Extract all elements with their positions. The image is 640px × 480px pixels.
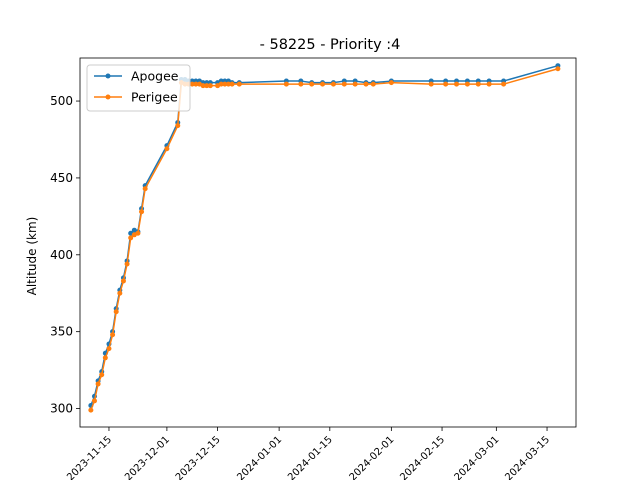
perigee-point: [222, 81, 228, 87]
perigee-point: [486, 81, 492, 87]
y-axis-label: Altitude (km): [25, 217, 39, 296]
perigee-point: [428, 81, 434, 87]
perigee-point: [95, 381, 101, 387]
perigee-point: [200, 83, 206, 89]
y-tick-label: 300: [50, 402, 73, 416]
perigee-point: [341, 81, 347, 87]
perigee-point: [124, 261, 130, 267]
perigee-point: [128, 235, 134, 241]
legend: Apogee Perigee: [86, 64, 191, 112]
perigee-point: [370, 81, 376, 87]
perigee-point: [88, 407, 94, 413]
perigee-point: [120, 278, 126, 284]
perigee-point: [225, 81, 231, 87]
perigee-point: [113, 309, 119, 315]
legend-perigee-label: Perigee: [131, 90, 178, 105]
perigee-point: [475, 81, 481, 87]
perigee-point: [283, 81, 289, 87]
perigee-point: [207, 83, 213, 89]
perigee-point: [189, 81, 195, 87]
perigee-point: [91, 398, 97, 404]
perigee-point: [193, 81, 199, 87]
legend-apogee-marker: [105, 73, 111, 79]
perigee-point: [99, 372, 105, 378]
perigee-point: [175, 123, 181, 129]
perigee-point: [501, 81, 507, 87]
legend-perigee-marker: [105, 94, 111, 100]
perigee-point: [464, 81, 470, 87]
perigee-point: [236, 81, 242, 87]
perigee-point: [454, 81, 460, 87]
perigee-point: [204, 83, 210, 89]
perigee-point: [218, 81, 224, 87]
chart-title: - 58225 - Priority :4: [260, 37, 401, 53]
perigee-point: [443, 81, 449, 87]
perigee-point: [330, 81, 336, 87]
perigee-point: [106, 346, 112, 352]
perigee-point: [229, 81, 235, 87]
perigee-point: [363, 81, 369, 87]
perigee-point: [309, 81, 315, 87]
legend-apogee-label: Apogee: [131, 69, 179, 84]
y-tick-label: 350: [50, 325, 73, 339]
perigee-point: [555, 66, 561, 72]
perigee-point: [164, 146, 170, 152]
perigee-point: [110, 332, 116, 338]
perigee-point: [142, 186, 148, 192]
perigee-point: [298, 81, 304, 87]
y-tick-label: 450: [50, 171, 73, 185]
y-tick-label: 400: [50, 248, 73, 262]
perigee-point: [117, 290, 123, 296]
perigee-point: [139, 209, 145, 215]
perigee-point: [388, 80, 394, 86]
perigee-point: [352, 81, 358, 87]
y-tick-label: 500: [50, 94, 73, 108]
perigee-point: [102, 355, 108, 361]
plot-frame: [79, 57, 577, 428]
perigee-point: [135, 230, 141, 236]
perigee-point: [320, 81, 326, 87]
